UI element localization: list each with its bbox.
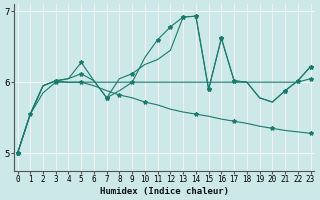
- X-axis label: Humidex (Indice chaleur): Humidex (Indice chaleur): [100, 187, 228, 196]
